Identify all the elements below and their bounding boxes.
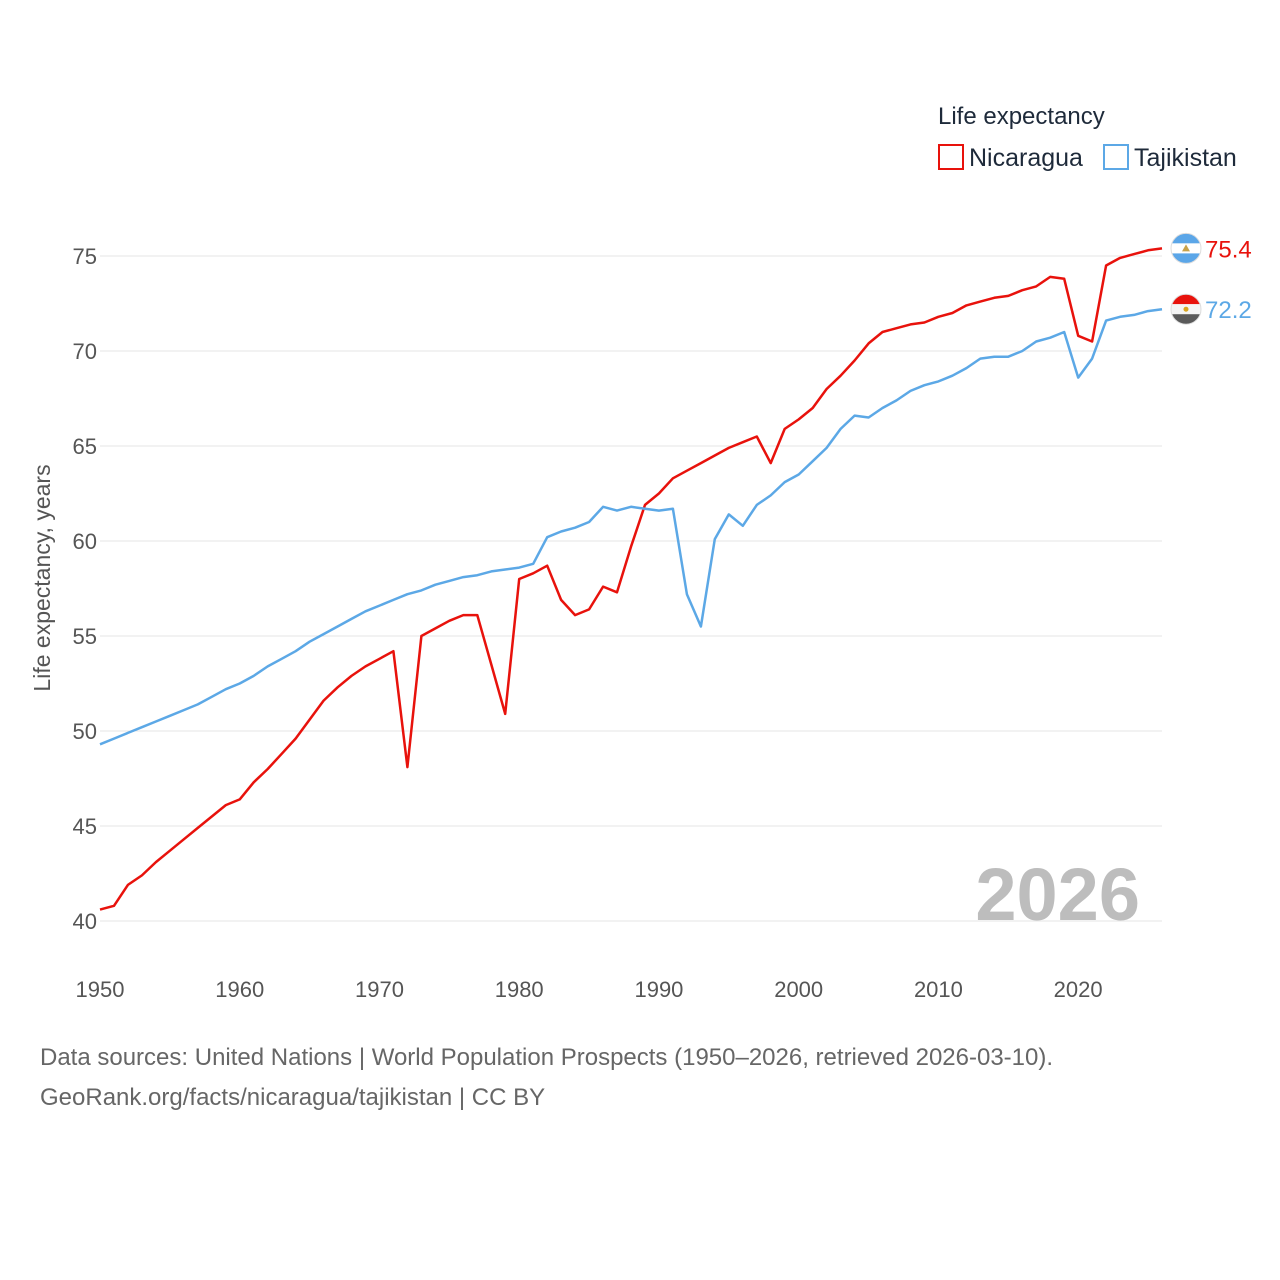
legend-swatch-nicaragua — [938, 144, 964, 170]
footer-sources: Data sources: United Nations | World Pop… — [40, 1044, 1054, 1071]
y-tick-label-65: 65 — [73, 434, 97, 459]
legend-item-tajikistan[interactable]: Tajikistan — [1103, 144, 1237, 172]
x-tick-label-2020: 2020 — [1054, 977, 1103, 1002]
x-tick-label-1970: 1970 — [355, 977, 404, 1002]
x-tick-label-2010: 2010 — [914, 977, 963, 1002]
y-tick-label-70: 70 — [73, 339, 97, 364]
legend-label-tajikistan: Tajikistan — [1134, 144, 1237, 172]
legend-swatch-tajikistan — [1103, 144, 1129, 170]
x-axis-ticks: 1950 1960 1970 1980 1990 2000 2010 2020 — [76, 977, 1103, 1002]
y-tick-label-55: 55 — [73, 624, 97, 649]
series-end-markers: 75.4 72.2 — [1170, 232, 1252, 325]
x-tick-label-1990: 1990 — [634, 977, 683, 1002]
end-value-label-tajikistan: 72.2 — [1205, 297, 1252, 324]
legend: Life expectancy Nicaragua Tajikistan — [938, 103, 1237, 172]
series-line-tajikistan — [99, 307, 1163, 746]
x-tick-label-1960: 1960 — [215, 977, 264, 1002]
series-line-nicaragua — [99, 247, 1163, 911]
gridlines — [100, 255, 1162, 922]
legend-item-nicaragua[interactable]: Nicaragua — [938, 144, 1083, 172]
nicaragua-flag-icon — [1170, 232, 1202, 264]
y-axis-ticks: 40 45 50 55 60 65 70 75 — [73, 244, 97, 934]
legend-title: Life expectancy — [938, 103, 1105, 130]
end-value-label-nicaragua: 75.4 — [1205, 236, 1252, 263]
y-tick-label-75: 75 — [73, 244, 97, 269]
current-year-label: 2026 — [975, 853, 1140, 936]
legend-label-nicaragua: Nicaragua — [969, 144, 1083, 172]
y-tick-label-45: 45 — [73, 814, 97, 839]
y-axis-title: Life expectancy, years — [29, 464, 55, 691]
y-tick-label-40: 40 — [73, 909, 97, 934]
x-tick-label-1950: 1950 — [76, 977, 125, 1002]
series-lines — [99, 247, 1163, 911]
footer-link[interactable]: GeoRank.org/facts/nicaragua/tajikistan |… — [40, 1084, 546, 1111]
tajikistan-flag-icon — [1170, 293, 1202, 325]
x-tick-label-1980: 1980 — [495, 977, 544, 1002]
y-tick-label-50: 50 — [73, 719, 97, 744]
x-tick-label-2000: 2000 — [774, 977, 823, 1002]
y-tick-label-60: 60 — [73, 529, 97, 554]
